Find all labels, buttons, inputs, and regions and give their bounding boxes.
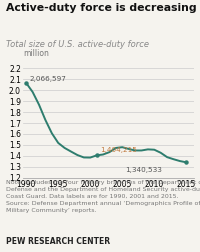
Text: 1,340,533: 1,340,533 [125, 167, 162, 173]
Text: Active-duty force is decreasing in size: Active-duty force is decreasing in size [6, 3, 200, 13]
Text: PEW RESEARCH CENTER: PEW RESEARCH CENTER [6, 237, 110, 246]
Text: 1,404,215: 1,404,215 [100, 147, 137, 153]
Text: million: million [23, 49, 49, 58]
Text: Note: Includes the four military branches of the Department of
Defense and the D: Note: Includes the four military branche… [6, 180, 200, 213]
Text: 2,066,597: 2,066,597 [29, 76, 66, 82]
Text: Total size of U.S. active-duty force: Total size of U.S. active-duty force [6, 40, 149, 49]
